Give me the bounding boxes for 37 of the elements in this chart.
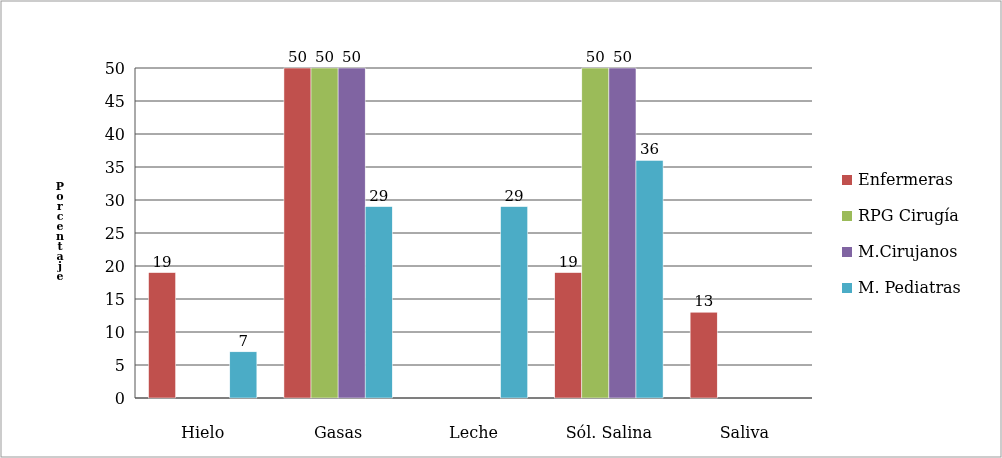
y-tick-label: 30 — [104, 190, 125, 210]
y-tick-label: 5 — [114, 355, 125, 375]
data-label: 29 — [369, 186, 389, 205]
legend-label: Enfermeras — [858, 170, 954, 189]
y-tick-label: 10 — [104, 322, 125, 342]
y-tick-label: 50 — [104, 58, 125, 78]
x-tick-label: Sól. Salina — [565, 423, 653, 442]
data-label: 7 — [238, 331, 249, 350]
y-tick-label: 0 — [114, 388, 125, 408]
data-label: 50 — [287, 48, 308, 66]
y-tick-label: 40 — [104, 124, 125, 144]
bar — [689, 311, 718, 399]
y-tick-label: 45 — [104, 91, 125, 111]
legend-label: M.Cirujanos — [858, 242, 958, 261]
x-tick-label: Saliva — [719, 423, 770, 442]
bar — [229, 351, 258, 399]
legend-label: M. Pediatras — [858, 278, 961, 297]
data-label: 19 — [558, 252, 578, 271]
data-label: 36 — [639, 140, 660, 159]
y-tick-label: 15 — [104, 289, 125, 309]
data-label: 19 — [152, 252, 172, 271]
data-label: 13 — [694, 292, 714, 311]
x-tick-label: Hielo — [181, 423, 225, 442]
legend-label: RPG Cirugía — [858, 206, 960, 225]
data-label: 50 — [342, 48, 362, 66]
y-tick-label: 20 — [104, 256, 125, 276]
data-label: 50 — [315, 48, 335, 66]
data-label: 50 — [585, 48, 605, 66]
data-label: 50 — [612, 48, 632, 66]
y-tick-label: 25 — [104, 223, 125, 243]
text: Porcentaje — [55, 180, 65, 283]
y-tick-label: 35 — [104, 157, 125, 177]
bar — [500, 206, 528, 399]
x-tick-label: Leche — [449, 423, 498, 442]
data-label: 29 — [504, 186, 524, 205]
x-tick-label: Gasas — [313, 423, 363, 442]
bar — [148, 272, 176, 399]
